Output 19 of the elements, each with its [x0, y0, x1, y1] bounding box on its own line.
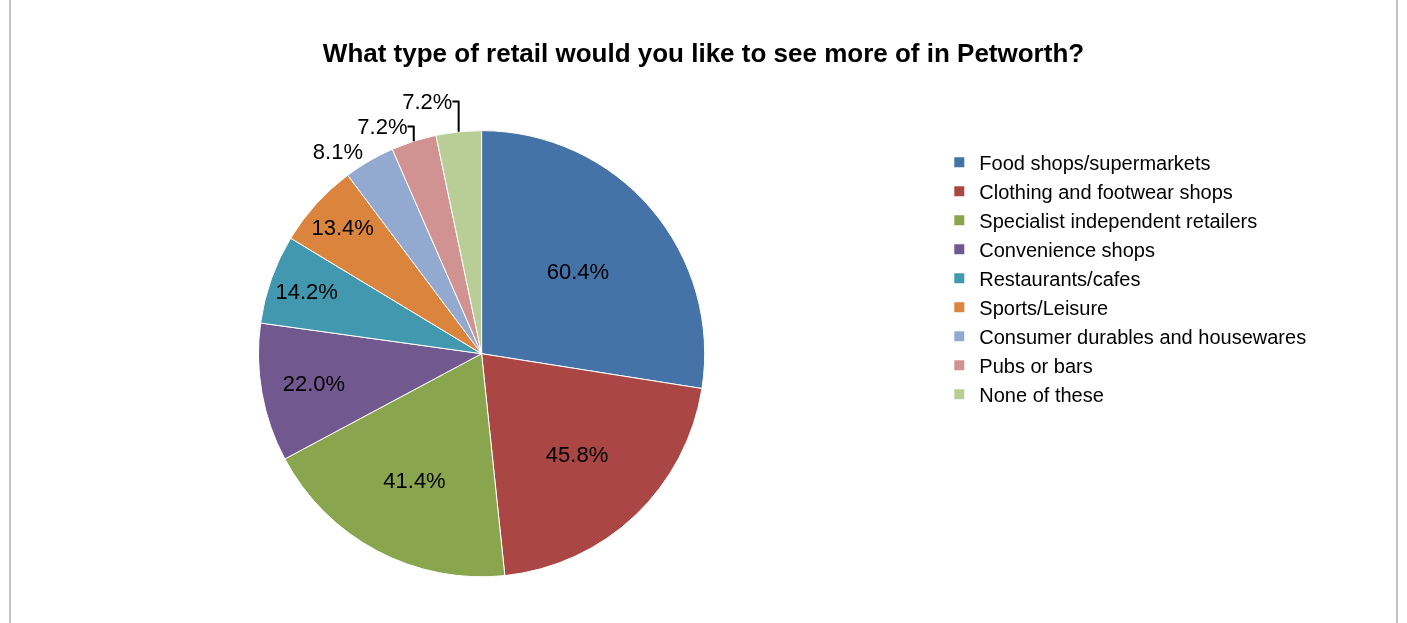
chart-title: What type of retail would you like to see more of in Petworth? — [322, 37, 1085, 68]
data-label: 60.4% — [546, 258, 610, 284]
legend-label: Sports/Leisure — [979, 296, 1109, 319]
data-label: 13.4% — [311, 215, 374, 241]
legend-label: Pubs or bars — [979, 354, 1093, 377]
legend-label: Restaurants/cafes — [979, 267, 1141, 290]
data-label: 8.1% — [312, 139, 363, 165]
data-label: 22.0% — [282, 371, 346, 397]
legend-label: None of these — [979, 383, 1104, 406]
legend-label: Consumer durables and housewares — [979, 325, 1307, 348]
legend-label: Specialist independent retailers — [979, 209, 1258, 232]
data-label: 41.4% — [383, 467, 446, 493]
data-label: 7.2% — [402, 89, 453, 115]
data-label: 7.2% — [357, 114, 408, 140]
data-label: 45.8% — [545, 441, 609, 467]
data-label: 14.2% — [275, 279, 338, 305]
legend-label: Clothing and footwear shops — [979, 180, 1233, 203]
legend-label: Food shops/supermarkets — [979, 151, 1211, 174]
legend-label: Convenience shops — [979, 238, 1155, 261]
